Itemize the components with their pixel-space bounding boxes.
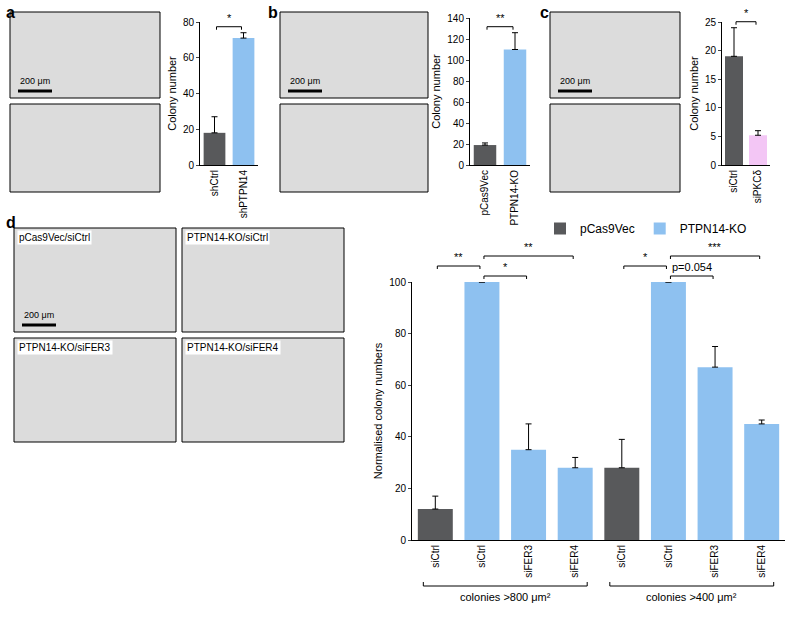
svg-text:siCtrl: siCtrl [616,545,627,568]
svg-text:PTPN14-KO: PTPN14-KO [680,222,747,236]
svg-text:siCtrl: siCtrl [728,170,739,193]
svg-text:colonies >400 μm²: colonies >400 μm² [646,591,737,603]
svg-text:20: 20 [705,45,717,56]
svg-text:colonies >800 μm²: colonies >800 μm² [460,591,551,603]
svg-text:140: 140 [447,13,464,24]
svg-text:siFER4: siFER4 [569,545,580,578]
svg-text:100: 100 [447,55,464,66]
svg-text:siCtrl: siCtrl [476,545,487,568]
svg-text:siPKCδ: siPKCδ [752,170,763,204]
svg-text:60: 60 [453,97,465,108]
svg-text:60: 60 [395,380,407,391]
svg-text:siCtrl: siCtrl [430,545,441,568]
svg-text:siFER4: siFER4 [756,545,767,578]
svg-text:40: 40 [183,88,195,99]
svg-text:siCtrl: siCtrl [663,545,674,568]
svg-text:120: 120 [447,34,464,45]
svg-text:c: c [540,4,549,21]
svg-text:pCas9Vec/siCtrl: pCas9Vec/siCtrl [19,232,90,243]
svg-text:200 μm: 200 μm [24,310,54,320]
svg-text:PTPN14-KO/siCtrl: PTPN14-KO/siCtrl [187,232,268,243]
svg-text:p=0.054: p=0.054 [672,261,712,273]
svg-text:**: ** [496,12,505,24]
svg-text:20: 20 [183,124,195,135]
svg-text:80: 80 [395,328,407,339]
svg-text:100: 100 [389,277,406,288]
svg-text:80: 80 [453,76,465,87]
svg-text:10: 10 [705,102,717,113]
svg-text:200 μm: 200 μm [560,76,590,86]
svg-text:200 μm: 200 μm [20,76,50,86]
svg-text:15: 15 [705,74,717,85]
svg-text:Colony number: Colony number [166,56,178,131]
svg-text:5: 5 [710,131,716,142]
svg-text:40: 40 [453,118,465,129]
svg-text:*: * [503,261,508,273]
svg-text:Colony number: Colony number [688,56,700,131]
svg-text:0: 0 [188,160,194,171]
svg-text:PTPN14-KO: PTPN14-KO [509,170,520,226]
svg-text:40: 40 [395,431,407,442]
svg-text:*: * [227,12,232,24]
svg-text:d: d [6,214,16,231]
svg-text:**: ** [454,251,463,263]
svg-text:60: 60 [183,52,195,63]
svg-text:pCas9Vec: pCas9Vec [580,222,635,236]
svg-text:Normalised colony numbers: Normalised colony numbers [372,342,384,479]
svg-text:**: ** [524,241,533,253]
svg-text:20: 20 [453,139,465,150]
svg-text:***: *** [708,241,722,253]
svg-text:200 μm: 200 μm [290,76,320,86]
svg-text:0: 0 [400,535,406,546]
svg-text:shPTPN14: shPTPN14 [238,170,249,219]
svg-text:*: * [744,7,749,19]
svg-text:b: b [268,4,278,21]
svg-text:pCas9Vec: pCas9Vec [479,170,490,216]
svg-text:a: a [6,4,15,21]
svg-text:siFER3: siFER3 [523,545,534,578]
svg-text:Colony number: Colony number [430,54,442,129]
svg-text:0: 0 [710,160,716,171]
svg-text:0: 0 [458,160,464,171]
svg-text:siFER3: siFER3 [709,545,720,578]
svg-text:20: 20 [395,483,407,494]
svg-text:shCtrl: shCtrl [209,170,220,196]
svg-text:*: * [643,251,648,263]
svg-text:PTPN14-KO/siFER3: PTPN14-KO/siFER3 [19,342,111,353]
svg-text:25: 25 [705,17,717,28]
svg-text:PTPN14-KO/siFER4: PTPN14-KO/siFER4 [187,342,279,353]
svg-text:80: 80 [183,17,195,28]
